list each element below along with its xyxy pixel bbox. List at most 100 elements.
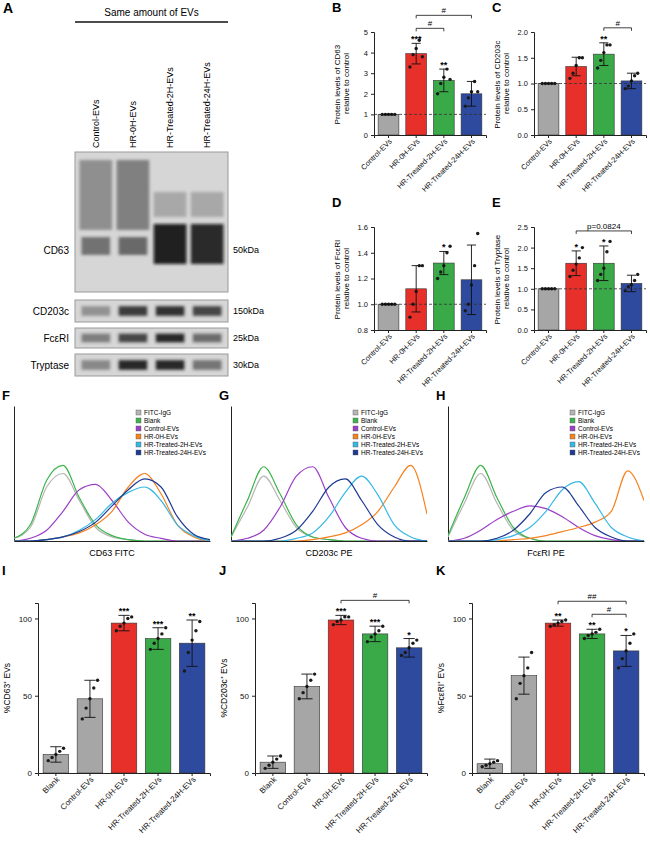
legend: FITC-IgGBlankControl-EVsHR-0H-EVsHR-Trea… (136, 409, 207, 456)
histogram-line (231, 479, 427, 541)
tick-label: 1.2 (358, 274, 368, 283)
point (627, 84, 630, 87)
lane-label: HR-Treated-24H-EVs (202, 62, 212, 148)
tick-label: 1.5 (518, 54, 528, 63)
panel-label: B (332, 0, 341, 15)
point (526, 666, 529, 669)
error-bar (620, 635, 631, 666)
axis: Control-EVsHR-0H-EVsHR-Treated-2H-EVsHR-… (519, 135, 647, 194)
panel: K050100BlankControl-EVsHR-0H-EVsHR-Treat… (436, 563, 645, 835)
panel-label: H (436, 388, 445, 403)
legend-swatch (136, 434, 141, 439)
legend-label: HR-Treated-2H-EVs (578, 441, 637, 448)
tick-group: Blank (258, 773, 279, 795)
panel: I050100BlankControl-EVsHR-0H-EVsHR-Treat… (2, 563, 211, 835)
point (298, 697, 301, 700)
axis-title: Protein levels of CD63 relative to contr… (333, 43, 351, 125)
bar (378, 304, 399, 330)
point (467, 96, 470, 99)
point (568, 275, 571, 278)
point (624, 87, 627, 90)
tick-group: 2.5 (518, 223, 534, 232)
legend-label: HR-0H-EVs (144, 433, 179, 440)
legend-swatch (353, 434, 358, 439)
point (549, 624, 552, 627)
tick-label: 0.8 (358, 326, 368, 335)
point (81, 717, 84, 720)
point (568, 77, 571, 80)
point (633, 74, 636, 77)
significance: ** (440, 60, 448, 70)
tick (371, 227, 374, 228)
point (436, 277, 439, 280)
point (130, 615, 133, 618)
bar (613, 651, 639, 773)
error-bar (335, 615, 346, 624)
point (393, 113, 396, 116)
tick-label: Blank (475, 774, 496, 795)
point (164, 626, 167, 629)
tick-label: 2.0 (518, 244, 528, 253)
point (476, 90, 479, 93)
error-bar (84, 680, 95, 717)
size-label: 50kDa (233, 245, 259, 255)
legend-label: Blank (578, 417, 595, 424)
panel-label: I (2, 563, 6, 578)
point (464, 104, 467, 107)
size-label: 30kDa (233, 360, 259, 370)
axis-title: %FcεRI⁺ EVs (436, 663, 446, 713)
point (301, 691, 304, 694)
legend-label: Control-EVs (361, 425, 397, 432)
tick-group: 100 (453, 615, 472, 624)
point (408, 315, 411, 318)
error-bar (152, 628, 163, 650)
tick-group: 0 (364, 131, 374, 140)
legend-swatch (353, 410, 358, 415)
tick-group: 4 (364, 49, 374, 58)
comparison-label: ## (588, 592, 597, 601)
legend: FITC-IgGBlankControl-EVsHR-0H-EVsHR-Trea… (353, 409, 424, 456)
figure: ASame amount of EVsControl-EVsHR-0H-EVsH… (0, 0, 650, 845)
tick-label: 1.0 (518, 79, 528, 88)
tick-group: 0.5 (518, 305, 534, 314)
point (421, 264, 424, 267)
axis-line (15, 541, 211, 542)
tick-label: HR-Treated-24H-EVs (571, 775, 631, 835)
significance: *** (119, 606, 130, 616)
error-bar (484, 759, 495, 768)
legend-swatch (136, 418, 141, 423)
tick-label: 50 (23, 692, 32, 701)
error-bar (627, 275, 636, 291)
point (115, 629, 118, 632)
tick-group: 1.0 (358, 300, 374, 309)
protein-label: FcεRI (43, 333, 69, 344)
comparison-label: # (373, 591, 378, 600)
histogram-line (448, 474, 644, 542)
tick-label: 100 (453, 615, 467, 624)
tick-group: 1.0 (518, 285, 534, 294)
blot-strip (75, 300, 228, 322)
error-bar (384, 114, 393, 115)
histogram-line (448, 471, 644, 541)
tick-group: 1.0 (518, 79, 534, 88)
legend-label: HR-0H-EVs (361, 433, 396, 440)
band (156, 306, 185, 316)
legend-swatch (570, 442, 575, 447)
axis-line (449, 541, 645, 542)
error-bar (467, 81, 476, 106)
histogram-line (14, 474, 210, 542)
band (119, 237, 148, 255)
tick-label: 1.0 (518, 285, 528, 294)
point (596, 66, 599, 69)
tick-group: Blank (41, 773, 62, 795)
plot-area (534, 240, 646, 330)
tick-label: HR-Treated-24H-EVs (354, 775, 414, 835)
panel-label: C (492, 0, 502, 15)
point (515, 697, 518, 700)
tick-group: HR-Treated-2H-EVs (555, 330, 609, 386)
tick-group: HR-Treated-24H-EVs (571, 773, 631, 835)
axis: 050100 (19, 604, 39, 779)
point (492, 760, 495, 763)
tick-group: 0.5 (518, 105, 534, 114)
axis-title: Protein levels of FcεRI relative to cont… (333, 238, 351, 320)
